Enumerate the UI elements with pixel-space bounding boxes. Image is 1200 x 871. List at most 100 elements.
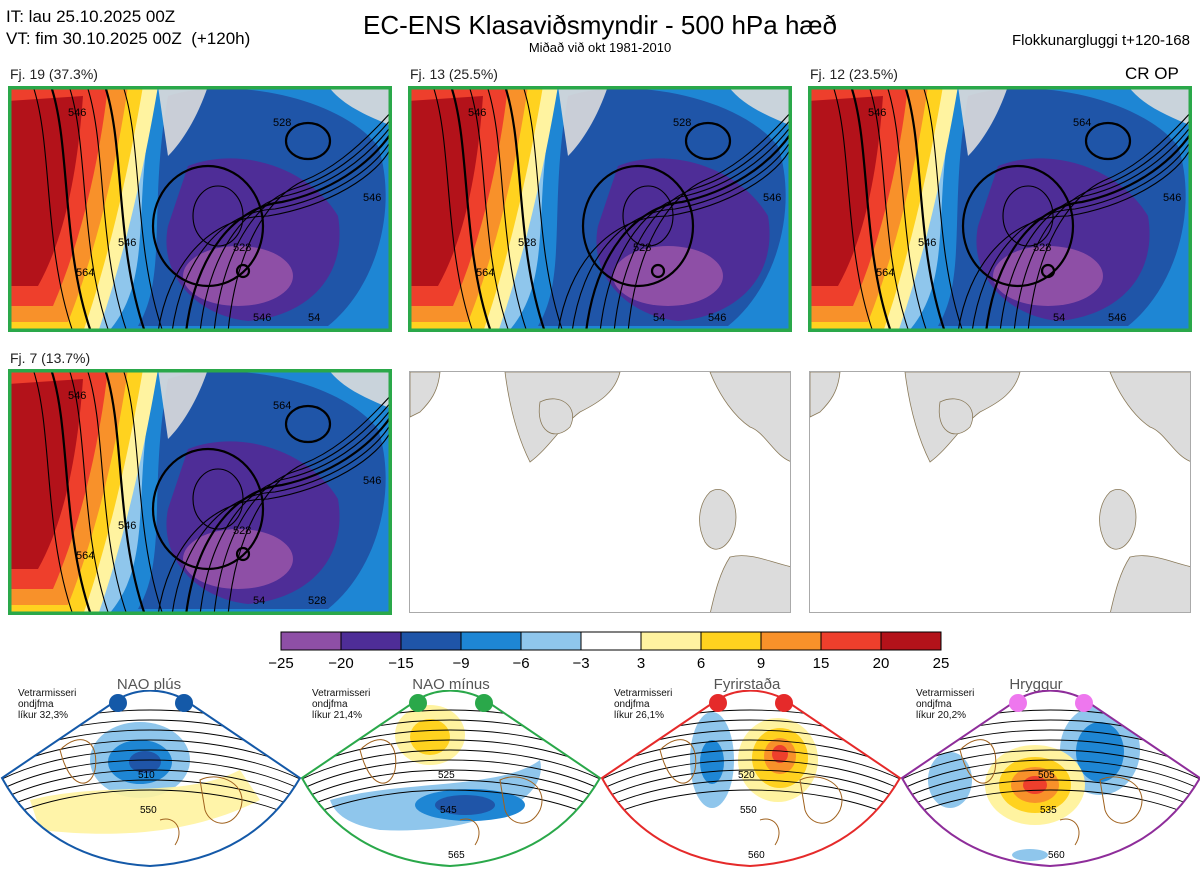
colorbar-swatch	[280, 631, 342, 651]
regime-contour-label: 565	[448, 850, 465, 861]
regime-map-ridge: 505 535 560	[900, 690, 1200, 868]
contour-label: 54	[1053, 312, 1065, 324]
colorbar-swatch	[400, 631, 462, 651]
contour-label: 528	[233, 242, 251, 254]
panel-3-tag: CR OP	[1125, 64, 1179, 83]
contour-label: 546	[1108, 312, 1126, 324]
colorbar-tick-label: −9	[452, 655, 470, 672]
regime-3-title: Fyrirstaða	[713, 676, 781, 693]
page-title: EC-ENS Klasaviðsmyndir - 500 hPa hæð	[363, 10, 837, 40]
regime-4-title: Hryggur	[1009, 676, 1063, 693]
colorbar-swatch	[520, 631, 582, 651]
regime-contour-label: 535	[1040, 805, 1057, 816]
regime-map-nao-plus: 510 550	[0, 690, 302, 868]
classification-window: Flokkunargluggi t+120-168	[1011, 32, 1190, 49]
panel-4-label: Fj. 7 (13.7%)	[10, 350, 91, 366]
colorbar-swatch	[340, 631, 402, 651]
regime-contour-label: 550	[740, 805, 757, 816]
contour-label: 546	[68, 390, 86, 402]
regime-map-nao-minus: 525 545 565	[300, 690, 602, 868]
regime-1-note: Vetrarmisseri ondjfma líkur 32,3%	[18, 688, 77, 721]
colorbar-swatch	[820, 631, 882, 651]
colorbar-swatch	[700, 631, 762, 651]
contour-label: 546	[363, 475, 381, 487]
cluster-map-1: 546 564 546 528 528 546 54 546	[8, 86, 392, 332]
panel-2-label: Fj. 13 (25.5%)	[410, 66, 498, 82]
contour-label: 546	[468, 107, 486, 119]
contour-label: 546	[363, 192, 381, 204]
contour-label: 528	[273, 117, 291, 129]
contour-label: 546	[118, 237, 136, 249]
colorbar-tick-label: 6	[696, 655, 706, 672]
contour-label: 54	[653, 312, 665, 324]
empty-map-5	[409, 371, 791, 613]
cluster-map-2: 546 564 528 528 528 546 546 54	[408, 86, 792, 332]
colorbar-tick-label: −25	[268, 655, 294, 672]
contour-label: 564	[76, 267, 94, 279]
colorbar-tick-label: 25	[932, 655, 950, 672]
regime-contour-label: 525	[438, 770, 455, 781]
contour-label: 546	[708, 312, 726, 324]
contour-label: 564	[876, 267, 894, 279]
regime-2-title: NAO mínus	[412, 676, 490, 693]
colorbar	[280, 631, 942, 651]
contour-label: 528	[308, 595, 326, 607]
colorbar-tick-label: −15	[388, 655, 414, 672]
issue-time: IT: lau 25.10.2025 00Z	[6, 7, 176, 26]
colorbar-swatch	[460, 631, 522, 651]
regime-marker-dot	[709, 694, 727, 712]
contour-label: 54	[253, 595, 265, 607]
page-subtitle: Miðað við okt 1981-2010	[528, 40, 672, 55]
contour-label: 564	[273, 400, 291, 412]
regime-contour-label: 520	[738, 770, 755, 781]
cluster-map-3: 546 564 546 564 528 546 546 54	[808, 86, 1192, 332]
colorbar-swatch	[640, 631, 702, 651]
panel-1-label: Fj. 19 (37.3%)	[10, 66, 98, 82]
regime-4-note: Vetrarmisseri ondjfma líkur 20,2%	[916, 688, 975, 721]
regime-contour-label: 560	[748, 850, 765, 861]
colorbar-swatch	[880, 631, 942, 651]
contour-label: 546	[1163, 192, 1181, 204]
contour-label: 528	[633, 242, 651, 254]
colorbar-tick-label: 9	[756, 655, 766, 672]
contour-label: 546	[918, 237, 936, 249]
contour-label: 564	[476, 267, 494, 279]
colorbar-tick-label: −20	[328, 655, 354, 672]
regime-marker-dot	[1009, 694, 1027, 712]
contour-label: 546	[763, 192, 781, 204]
contour-label: 528	[1033, 242, 1051, 254]
contour-label: 546	[253, 312, 271, 324]
regime-marker-dot	[109, 694, 127, 712]
colorbar-tick-label: −3	[572, 655, 590, 672]
regime-marker-dot	[775, 694, 793, 712]
regime-2-note: Vetrarmisseri ondjfma líkur 21,4%	[312, 688, 371, 721]
regime-1-title: NAO plús	[116, 676, 182, 693]
contour-label: 546	[868, 107, 886, 119]
contour-label: 564	[1073, 117, 1091, 129]
regime-3-note: Vetrarmisseri ondjfma líkur 26,1%	[614, 688, 673, 721]
regime-contour-label: 560	[1048, 850, 1065, 861]
contour-label: 546	[68, 107, 86, 119]
contour-label: 528	[518, 237, 536, 249]
colorbar-tick-label: −6	[512, 655, 530, 672]
regime-marker-dot	[475, 694, 493, 712]
colorbar-tick-label: 3	[636, 655, 646, 672]
contour-label: 564	[76, 550, 94, 562]
header-info: IT: lau 25.10.2025 00Z VT: fim 30.10.202…	[6, 6, 250, 50]
cluster-map-4: 546 564 546 564 528 546 528 54	[8, 369, 392, 615]
panel-3-label: Fj. 12 (23.5%)	[810, 66, 898, 82]
contour-label: 546	[118, 520, 136, 532]
regime-contour-label: 545	[440, 805, 457, 816]
colorbar-tick-label: 15	[812, 655, 830, 672]
contour-label: 528	[233, 525, 251, 537]
valid-time: VT: fim 30.10.2025 00Z (+120h)	[6, 29, 251, 48]
contour-label: 528	[673, 117, 691, 129]
regime-marker-dot	[175, 694, 193, 712]
colorbar-swatch	[760, 631, 822, 651]
contour-label: 54	[308, 312, 320, 324]
regime-marker-dot	[1075, 694, 1093, 712]
regime-marker-dot	[409, 694, 427, 712]
regime-map-blocking: 520 550 560	[600, 690, 902, 868]
regime-contour-label: 510	[138, 770, 155, 781]
regime-contour-label: 505	[1038, 770, 1055, 781]
